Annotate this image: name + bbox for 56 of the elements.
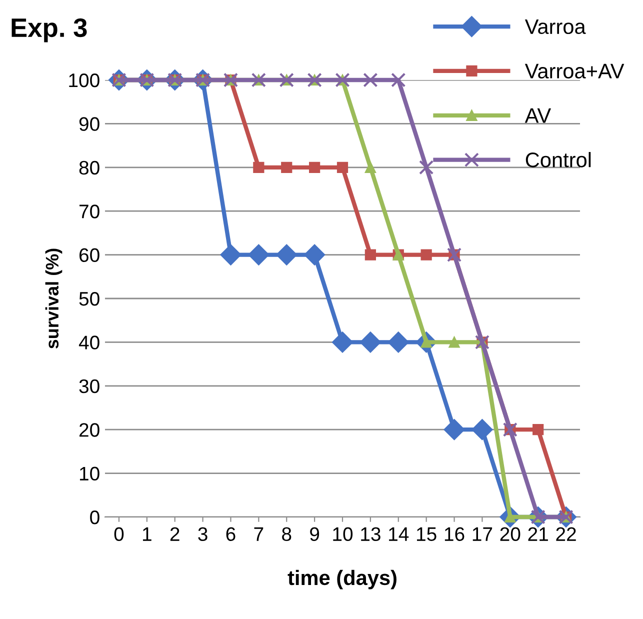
x-tick-label: 14 — [389, 527, 409, 541]
point — [309, 162, 320, 173]
x-tick-label: 8 — [282, 527, 292, 542]
point — [420, 249, 432, 260]
point — [253, 162, 264, 173]
x-tick-label: 3 — [198, 527, 208, 542]
x-tick-label: 20 — [500, 527, 520, 542]
x-tick-label: 2 — [170, 527, 180, 541]
point — [363, 72, 378, 88]
point — [304, 244, 326, 266]
y-tick-label: 30 — [79, 379, 100, 394]
legend-label: Control — [526, 152, 591, 168]
x-tick-label: 15 — [416, 527, 436, 542]
point — [364, 249, 376, 260]
point — [444, 419, 465, 440]
x-tick-label: 1 — [142, 527, 152, 541]
point — [391, 72, 406, 88]
chart-title: Exp. 3 — [12, 18, 87, 42]
x-tick-label: 21 — [528, 527, 548, 541]
x-tick-label: 17 — [472, 527, 492, 541]
point — [448, 336, 460, 348]
y-tick-label: 100 — [69, 73, 100, 88]
legend-label: AV — [524, 108, 551, 123]
y-tick-label: 70 — [80, 204, 100, 218]
x-tick-label: 13 — [361, 527, 380, 542]
point — [336, 162, 348, 173]
point — [419, 160, 434, 175]
point — [532, 424, 544, 436]
y-tick-label: 50 — [79, 292, 100, 306]
point — [388, 332, 409, 353]
y-tick-label: 10 — [80, 466, 100, 481]
x-tick-label: 6 — [226, 527, 236, 542]
point — [332, 332, 354, 353]
x-tick-label: 22 — [556, 527, 576, 541]
point — [276, 244, 298, 266]
point — [360, 332, 381, 353]
y-axis-title: survival (%) — [45, 248, 62, 349]
legend-label: Varroa — [524, 20, 586, 34]
x-tick-label: 9 — [310, 527, 320, 542]
y-tick-label: 40 — [78, 336, 100, 350]
y-tick-label: 80 — [79, 160, 100, 175]
legend-label: Varroa+AV — [524, 64, 624, 78]
x-axis-title: time (days) — [288, 570, 396, 590]
y-tick-label: 20 — [79, 423, 100, 437]
y-tick-label: 0 — [90, 510, 100, 524]
x-tick-label: 16 — [444, 527, 464, 542]
point — [248, 244, 270, 266]
x-tick-label: 10 — [333, 527, 353, 542]
y-tick-label: 90 — [79, 117, 100, 131]
point — [364, 162, 376, 173]
y-tick-label: 60 — [80, 248, 100, 262]
point — [472, 419, 493, 440]
x-tick-label: 7 — [254, 527, 264, 541]
point — [281, 162, 292, 173]
point — [220, 244, 242, 266]
x-tick-label: 0 — [114, 527, 124, 542]
